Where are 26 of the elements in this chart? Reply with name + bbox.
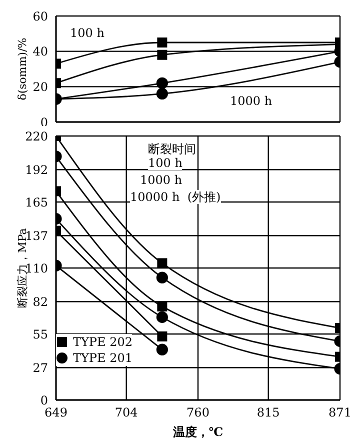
y-tick-label: 55 — [32, 327, 48, 342]
y-tick-label: 60 — [32, 9, 48, 24]
annotation: 1000 h — [230, 94, 272, 108]
y-tick-label: 220 — [25, 129, 48, 144]
y-tick-label: 27 — [32, 360, 48, 375]
annotation: 100 h — [70, 26, 104, 40]
legend-label: TYPE 201 — [73, 350, 132, 366]
y-tick-label: 165 — [25, 195, 48, 210]
y-tick-label: 82 — [32, 294, 48, 309]
x-tick-label: 649 — [44, 406, 68, 420]
y-axis-title: δ(somm)/% — [16, 38, 29, 100]
y-tick-label: 0 — [40, 393, 48, 408]
y-tick-label: 20 — [32, 80, 48, 94]
y-tick-label: 192 — [25, 162, 48, 177]
x-tick-label: 704 — [114, 406, 138, 420]
annotation: 断裂时间 — [148, 142, 196, 156]
y-tick-label: 137 — [25, 228, 48, 243]
x-tick-label: 815 — [256, 406, 280, 420]
annotation: 1000 h — [140, 173, 182, 187]
x-tick-label: 871 — [328, 406, 350, 420]
annotation: 10000 h (外推) — [130, 190, 221, 204]
legend-label: TYPE 202 — [73, 334, 132, 350]
annotation: 100 h — [148, 156, 182, 170]
x-tick-label: 760 — [186, 406, 210, 420]
x-axis-title: 温度，℃ — [172, 425, 224, 439]
y-tick-label: 40 — [32, 44, 48, 59]
